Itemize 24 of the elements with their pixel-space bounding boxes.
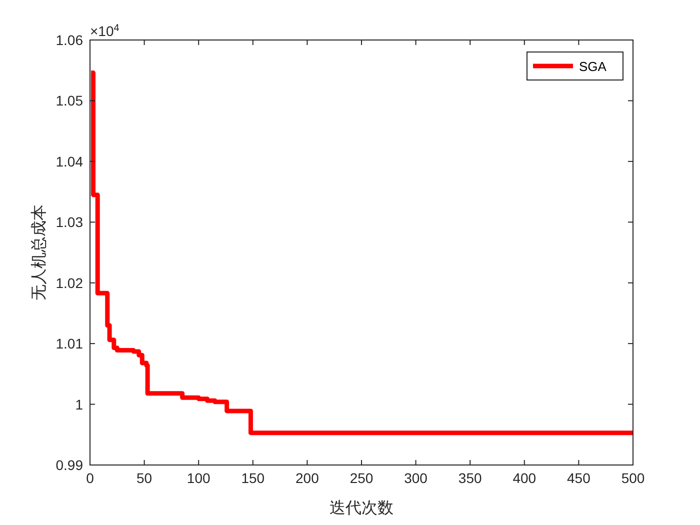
y-tick-label: 1 xyxy=(75,396,84,412)
x-axis-title: 迭代次数 xyxy=(330,498,394,517)
y-tick-label: 1.02 xyxy=(56,274,84,291)
legend: SGA xyxy=(526,52,624,80)
x-tick-label: 400 xyxy=(512,470,536,486)
x-tick-label: 300 xyxy=(404,470,428,486)
x-tick-label: 350 xyxy=(458,470,482,486)
y-tick-label: 1.06 xyxy=(56,32,84,48)
legend-label: SGA xyxy=(579,59,607,74)
y-tick-label: 0.99 xyxy=(56,457,84,473)
x-tick-label: 250 xyxy=(350,470,374,486)
y-tick-label: 1.01 xyxy=(56,336,84,352)
x-tick-label: 450 xyxy=(567,470,591,486)
x-tick-label: 100 xyxy=(186,470,210,486)
y-tick-label: 1.03 xyxy=(56,214,84,230)
x-tick-label: 0 xyxy=(86,470,94,486)
text: ×10$^{4}$ xyxy=(90,22,120,39)
x-tick-label: 200 xyxy=(296,470,320,486)
x-tick-label: 50 xyxy=(136,470,152,486)
x-tick-label: 500 xyxy=(621,470,645,486)
y-tick-label: 1.04 xyxy=(56,153,84,170)
y-axis-title: 无人机总成本 xyxy=(29,204,48,300)
y-tick-label: 1.05 xyxy=(56,92,84,109)
x-tick-label: 150 xyxy=(241,470,265,486)
